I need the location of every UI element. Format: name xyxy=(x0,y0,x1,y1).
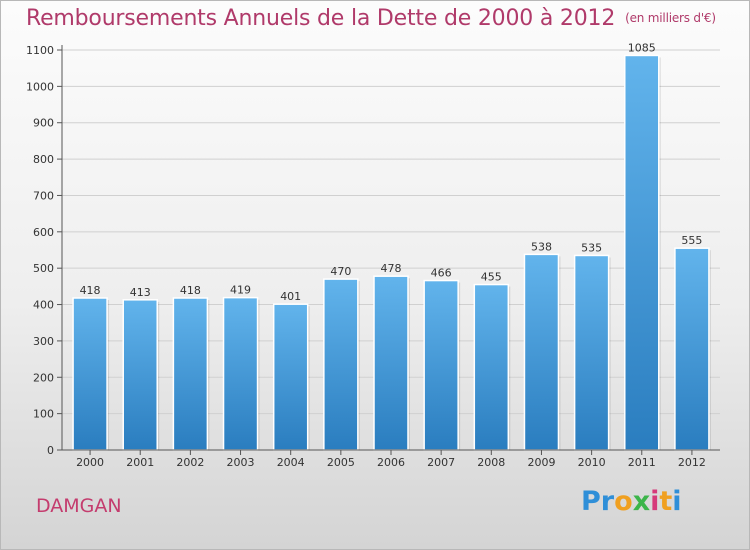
y-tick-label: 700 xyxy=(33,189,54,202)
value-label: 418 xyxy=(180,284,201,297)
chart-title-text: Remboursements Annuels de la Dette de 20… xyxy=(26,6,616,31)
labels: 0 100 200 300 400 500 600 700 800 900 1000 1100 418 2… xyxy=(26,41,706,469)
value-label: 470 xyxy=(330,265,351,278)
bar-2011 xyxy=(624,54,660,451)
x-tick-label: 2010 xyxy=(578,456,606,469)
bar-2008 xyxy=(473,283,510,451)
y-tick-label: 0 xyxy=(47,444,54,457)
x-tick-label: 2005 xyxy=(327,456,355,469)
bar-2005 xyxy=(323,278,359,451)
x-tick-label: 2006 xyxy=(377,456,405,469)
logo-letter: i xyxy=(672,486,682,517)
chart-title: Remboursements Annuels de la Dette de 20… xyxy=(26,6,716,31)
value-label: 418 xyxy=(80,284,101,297)
proxiti-logo: Proxiti xyxy=(581,486,682,517)
axes xyxy=(57,45,720,455)
value-label: 419 xyxy=(230,284,251,297)
chart-unit: (en milliers d'€) xyxy=(625,11,716,25)
logo-letter: i xyxy=(650,486,660,517)
y-tick-label: 100 xyxy=(33,408,54,421)
bars xyxy=(72,54,711,451)
x-tick-label: 2007 xyxy=(427,456,455,469)
value-label: 455 xyxy=(481,271,502,284)
y-tick-label: 900 xyxy=(33,117,54,130)
x-tick-label: 2002 xyxy=(176,456,204,469)
y-tick-label: 800 xyxy=(33,153,54,166)
y-tick-label: 500 xyxy=(33,262,54,275)
logo-letter: t xyxy=(659,486,673,517)
bar-2000 xyxy=(72,297,108,451)
logo-letter: P xyxy=(581,486,601,517)
value-label: 1085 xyxy=(628,41,656,54)
y-tick-label: 300 xyxy=(33,335,54,348)
value-label: 538 xyxy=(531,240,552,253)
x-tick-label: 2008 xyxy=(477,456,505,469)
bar-2007 xyxy=(423,279,459,451)
x-tick-label: 2001 xyxy=(126,456,154,469)
value-label: 555 xyxy=(681,234,702,247)
city-name: DAMGAN xyxy=(36,495,122,517)
x-tick-label: 2000 xyxy=(76,456,104,469)
value-label: 466 xyxy=(431,267,452,280)
x-tick-label: 2009 xyxy=(527,456,555,469)
bar-2002 xyxy=(172,297,209,451)
x-tick-label: 2012 xyxy=(678,456,706,469)
value-label: 535 xyxy=(581,241,602,254)
y-tick-label: 1000 xyxy=(26,80,54,93)
y-tick-label: 600 xyxy=(33,226,54,239)
y-tick-label: 400 xyxy=(33,299,54,312)
bar-2004 xyxy=(272,303,309,451)
value-label: 478 xyxy=(381,262,402,275)
value-label: 413 xyxy=(130,286,151,299)
bar-2006 xyxy=(373,275,409,451)
logo-letter: x xyxy=(632,486,651,517)
bar-2009 xyxy=(523,253,560,451)
bar-2003 xyxy=(222,296,259,451)
x-tick-label: 2004 xyxy=(277,456,305,469)
y-tick-label: 1100 xyxy=(26,44,54,57)
x-tick-label: 2011 xyxy=(628,456,656,469)
value-label: 401 xyxy=(280,290,301,303)
bar-2010 xyxy=(573,254,610,451)
bar-2012 xyxy=(674,247,710,451)
x-tick-label: 2003 xyxy=(227,456,255,469)
y-tick-label: 200 xyxy=(33,371,54,384)
logo-letter: r xyxy=(600,486,615,517)
bar-2001 xyxy=(122,299,158,451)
logo-letter: o xyxy=(614,486,633,517)
